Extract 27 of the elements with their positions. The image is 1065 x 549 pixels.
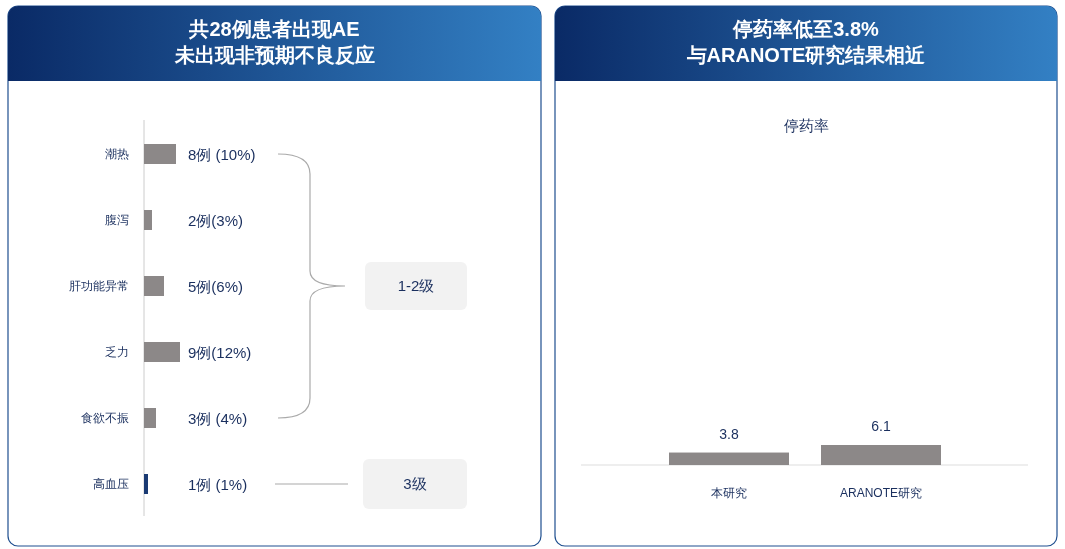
y-tick-label: 乏力 [105, 345, 129, 359]
x-tick-label: 本研究 [711, 486, 747, 500]
y-tick-label: 高血压 [93, 477, 129, 491]
bar [144, 342, 180, 362]
bar [144, 210, 152, 230]
bar [144, 276, 164, 296]
data-label: 5例(6%) [188, 278, 244, 295]
data-label: 1例 (1%) [188, 476, 248, 493]
data-label: 8例 (10%) [188, 146, 256, 163]
data-label: 2例(3%) [188, 212, 244, 229]
data-label: 6.1 [871, 418, 891, 434]
y-tick-label: 肝功能异常 [69, 279, 129, 293]
bar [144, 474, 148, 494]
y-tick-label: 食欲不振 [81, 411, 129, 425]
text: 共28例患者出现AE 未出现非预期不良反应 [173, 18, 375, 66]
y-tick-label: 潮热 [105, 147, 129, 161]
x-tick-label: ARANOTE研究 [839, 486, 923, 500]
chart-title: 停药率低至3.8% 与ARANOTE研究结果相近 [685, 18, 926, 66]
data-label: 9例(12%) [188, 344, 252, 361]
chart-subtitle: 停药率 [783, 117, 829, 134]
y-tick-label: 腹泻 [105, 213, 129, 227]
text: 3级 [403, 475, 427, 492]
bar [144, 144, 176, 164]
bar [144, 408, 156, 428]
data-label: 3例 (4%) [188, 410, 248, 427]
data-label: 3.8 [719, 425, 739, 442]
text: 1-2级 [397, 277, 435, 294]
